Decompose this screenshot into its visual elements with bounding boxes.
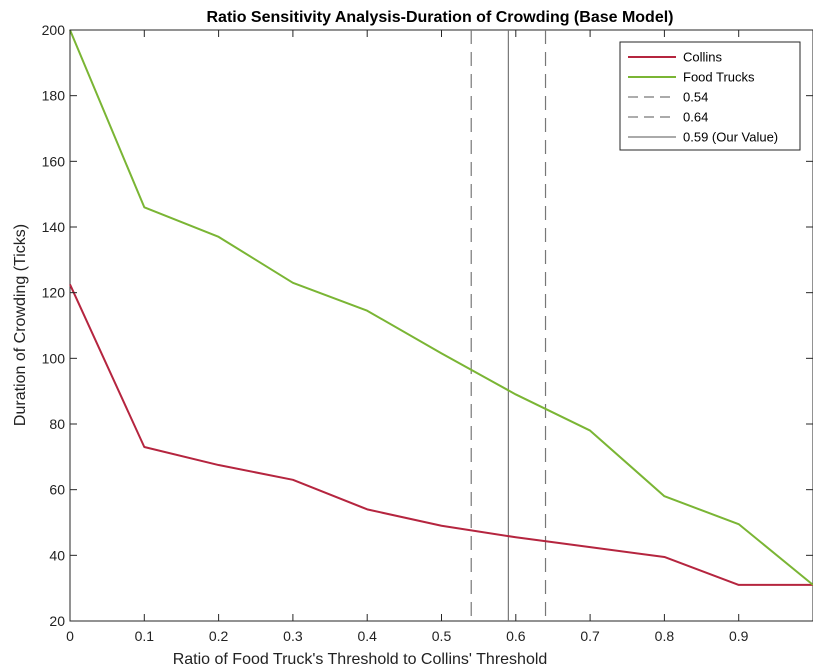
y-tick-label: 60 <box>49 482 65 498</box>
legend-label-0: Collins <box>683 50 723 65</box>
x-tick-label: 0 <box>66 628 74 644</box>
x-tick-label: 0.5 <box>432 628 452 644</box>
legend-label-3: 0.64 <box>683 110 708 125</box>
chart-title: Ratio Sensitivity Analysis-Duration of C… <box>206 9 673 26</box>
y-tick-label: 100 <box>42 350 66 366</box>
y-axis-label: Duration of Crowding (Ticks) <box>12 224 29 426</box>
x-tick-label: 0.9 <box>729 628 749 644</box>
x-tick-label: 0.7 <box>580 628 600 644</box>
legend-label-1: Food Trucks <box>683 70 755 85</box>
y-axis-ticks: 20 40 60 80 100 120 140 160 180 200 <box>42 22 813 629</box>
y-tick-label: 20 <box>49 613 65 629</box>
y-tick-label: 80 <box>49 416 65 432</box>
y-tick-label: 120 <box>42 285 66 301</box>
y-tick-label: 200 <box>42 22 66 38</box>
y-tick-label: 180 <box>42 88 66 104</box>
legend: Collins Food Trucks 0.54 0.64 0.59 (Our Val… <box>619 41 801 151</box>
x-tick-label: 0.2 <box>209 628 229 644</box>
x-tick-label: 0.8 <box>655 628 675 644</box>
y-tick-label: 160 <box>42 153 66 169</box>
series-lines <box>69 29 813 586</box>
x-tick-label: 0.4 <box>357 628 377 644</box>
x-axis-label: Ratio of Food Truck's Threshold to Colli… <box>173 651 548 668</box>
legend-box <box>619 41 801 151</box>
x-axis-ticks: 0 0.1 0.2 0.3 0.4 0.5 0.6 0.7 0.8 0.9 <box>66 30 749 644</box>
reference-lines <box>470 30 547 621</box>
y-tick-label: 40 <box>49 547 65 563</box>
x-tick-label: 0.3 <box>283 628 303 644</box>
y-tick-label: 140 <box>42 219 66 235</box>
x-tick-label: 0.1 <box>135 628 155 644</box>
series-line-1 <box>69 29 813 586</box>
legend-label-2: 0.54 <box>683 90 708 105</box>
legend-label-4: 0.59 (Our Value) <box>683 130 778 145</box>
x-tick-label: 0.6 <box>506 628 526 644</box>
series-line-0 <box>69 284 813 586</box>
